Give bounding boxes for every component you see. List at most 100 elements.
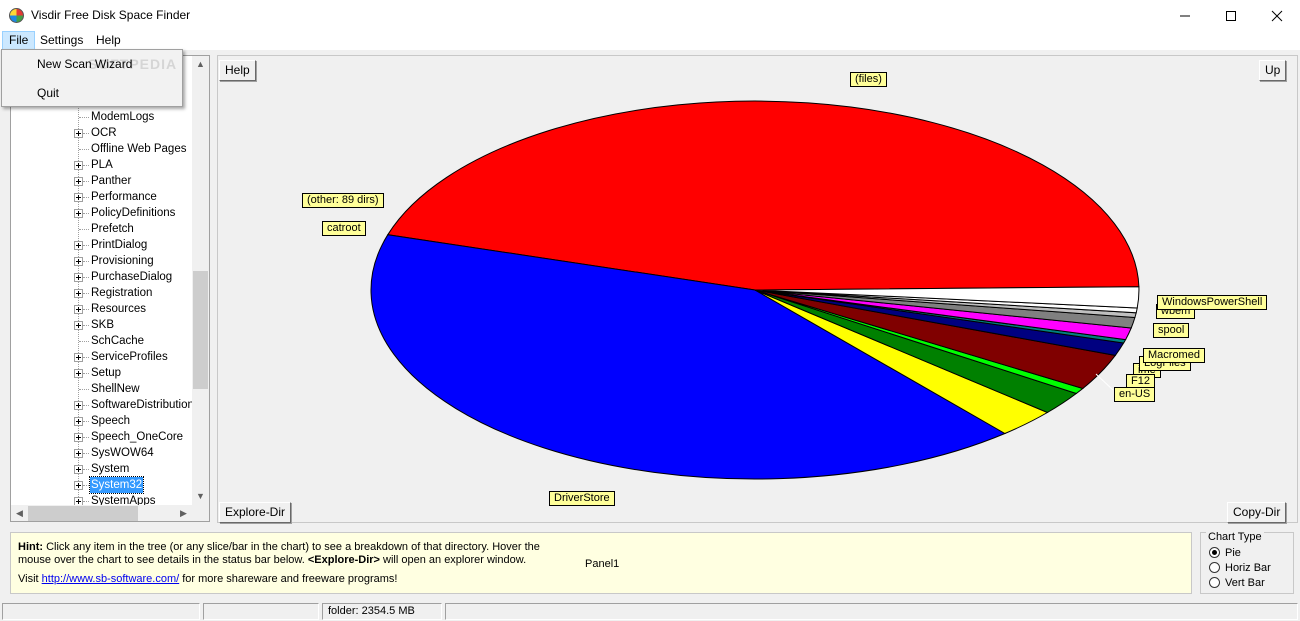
tree-item-label: Provisioning	[91, 255, 154, 267]
radio-selected-icon[interactable]	[1209, 547, 1220, 558]
tree-item-label: SoftwareDistribution	[91, 399, 194, 411]
maximize-button[interactable]	[1208, 0, 1254, 31]
tree-item-label: System32	[88, 476, 145, 494]
pie-slice[interactable]	[754, 286, 1140, 309]
tree-horizontal-scrollbar[interactable]: ◀ ▶	[11, 505, 192, 521]
tree-item[interactable]: PLA	[11, 157, 192, 173]
pie-slice[interactable]	[386, 100, 1140, 291]
tree-connector	[83, 213, 89, 214]
expand-plus-icon[interactable]	[74, 321, 83, 330]
expand-plus-icon[interactable]	[74, 305, 83, 314]
expand-plus-icon[interactable]	[74, 257, 83, 266]
explore-dir-button[interactable]: Explore-Dir	[219, 502, 292, 523]
tree-connector	[83, 405, 89, 406]
scroll-up-icon[interactable]: ▲	[196, 59, 205, 69]
tree-item[interactable]: ShellNew	[11, 381, 192, 397]
tree-vscroll-thumb[interactable]	[193, 271, 208, 389]
minimize-button[interactable]	[1162, 0, 1208, 31]
scroll-down-icon[interactable]: ▼	[196, 491, 205, 501]
up-button[interactable]: Up	[1259, 60, 1287, 81]
tree-connector	[83, 181, 89, 182]
tree-item[interactable]: Speech_OneCore	[11, 429, 192, 445]
expand-plus-icon[interactable]	[74, 401, 83, 410]
menu-item-quit[interactable]: Quit	[37, 86, 60, 100]
tree-item[interactable]: Provisioning	[11, 253, 192, 269]
website-link[interactable]: http://www.sb-software.com/	[41, 573, 180, 585]
hint-panel: Hint: Click any item in the tree (or any…	[10, 532, 1192, 594]
hint-visit-prefix: Visit	[18, 573, 42, 585]
status-folder-size: folder: 2354.5 MB	[322, 603, 442, 620]
tree-connector	[83, 309, 89, 310]
expand-plus-icon[interactable]	[74, 417, 83, 426]
tree-item[interactable]: SysWOW64	[11, 445, 192, 461]
tree-item[interactable]: System	[11, 461, 192, 477]
tree-connector	[83, 421, 89, 422]
tree-item[interactable]: Registration	[11, 285, 192, 301]
tree-item[interactable]: PrintDialog	[11, 237, 192, 253]
radio-vert-bar[interactable]: Vert Bar	[1209, 577, 1265, 590]
softpedia-watermark: SOFTPEDIA	[88, 56, 178, 72]
tree-item[interactable]: Prefetch	[11, 221, 192, 237]
tree-item-label: Performance	[91, 191, 157, 203]
tree-connector	[79, 341, 89, 342]
tree-item[interactable]: ServiceProfiles	[11, 349, 192, 365]
tree-item[interactable]: Offline Web Pages	[11, 141, 192, 157]
help-button[interactable]: Help	[219, 60, 256, 81]
expand-plus-icon[interactable]	[74, 129, 83, 138]
tree-item[interactable]: OCR	[11, 125, 192, 141]
close-button[interactable]	[1254, 0, 1300, 31]
tree-connector	[83, 325, 89, 326]
tree-hscroll-thumb[interactable]	[28, 506, 138, 521]
tree-item[interactable]: ModemLogs	[11, 109, 192, 125]
expand-plus-icon[interactable]	[74, 161, 83, 170]
menu-help[interactable]: Help	[96, 33, 121, 47]
tree-item[interactable]: System32	[11, 476, 192, 494]
expand-plus-icon[interactable]	[74, 465, 83, 474]
expand-plus-icon[interactable]	[74, 433, 83, 442]
directory-tree[interactable]: ModemLogs OCR Offline Web Pages PLA Panther P…	[10, 55, 210, 522]
tree-connector	[83, 357, 89, 358]
pie-slice[interactable]	[370, 234, 1007, 480]
menu-bar: File Settings Help	[0, 31, 1300, 50]
pie-chart[interactable]	[218, 56, 1299, 524]
expand-plus-icon[interactable]	[74, 481, 83, 490]
tree-connector	[83, 277, 89, 278]
menu-file[interactable]: File	[2, 31, 36, 50]
tree-item[interactable]: SchCache	[11, 333, 192, 349]
tree-item[interactable]: Resources	[11, 301, 192, 317]
chart-panel: Help Up Explore-Dir Copy-Dir (files) (ot…	[217, 55, 1298, 523]
chart-type-group: Chart Type Pie Horiz Bar Vert Bar	[1200, 531, 1294, 594]
expand-plus-icon[interactable]	[74, 209, 83, 218]
tree-item[interactable]: Speech	[11, 413, 192, 429]
expand-plus-icon[interactable]	[74, 353, 83, 362]
radio-unselected-icon[interactable]	[1209, 577, 1220, 588]
scroll-left-icon[interactable]: ◀	[16, 508, 23, 518]
tree-item-label: PurchaseDialog	[91, 271, 173, 283]
tree-item[interactable]: PolicyDefinitions	[11, 205, 192, 221]
minimize-icon	[1180, 15, 1190, 16]
slice-label-en-us: en-US	[1114, 387, 1156, 402]
expand-plus-icon[interactable]	[74, 177, 83, 186]
expand-plus-icon[interactable]	[74, 449, 83, 458]
expand-plus-icon[interactable]	[74, 289, 83, 298]
tree-item[interactable]: Panther	[11, 173, 192, 189]
expand-plus-icon[interactable]	[74, 273, 83, 282]
expand-plus-icon[interactable]	[74, 369, 83, 378]
expand-plus-icon[interactable]	[74, 193, 83, 202]
copy-dir-button[interactable]: Copy-Dir	[1227, 502, 1287, 523]
tree-item[interactable]: Performance	[11, 189, 192, 205]
tree-item[interactable]: Setup	[11, 365, 192, 381]
menu-item-new-scan-wizard[interactable]: New Scan Wizard	[37, 57, 133, 71]
radio-unselected-icon[interactable]	[1209, 562, 1220, 573]
tree-item[interactable]: SoftwareDistribution	[11, 397, 194, 413]
panel1-label: Panel1	[585, 558, 620, 570]
tree-item[interactable]: SKB	[11, 317, 192, 333]
scroll-right-icon[interactable]: ▶	[180, 508, 187, 518]
expand-plus-icon[interactable]	[74, 241, 83, 250]
tree-guide-line	[78, 56, 79, 521]
tree-item[interactable]: PurchaseDialog	[11, 269, 192, 285]
radio-horiz-bar[interactable]: Horiz Bar	[1209, 562, 1271, 575]
tree-vertical-scrollbar[interactable]: ▲ ▼	[192, 56, 209, 505]
menu-settings[interactable]: Settings	[40, 33, 84, 47]
radio-pie[interactable]: Pie	[1209, 547, 1241, 560]
